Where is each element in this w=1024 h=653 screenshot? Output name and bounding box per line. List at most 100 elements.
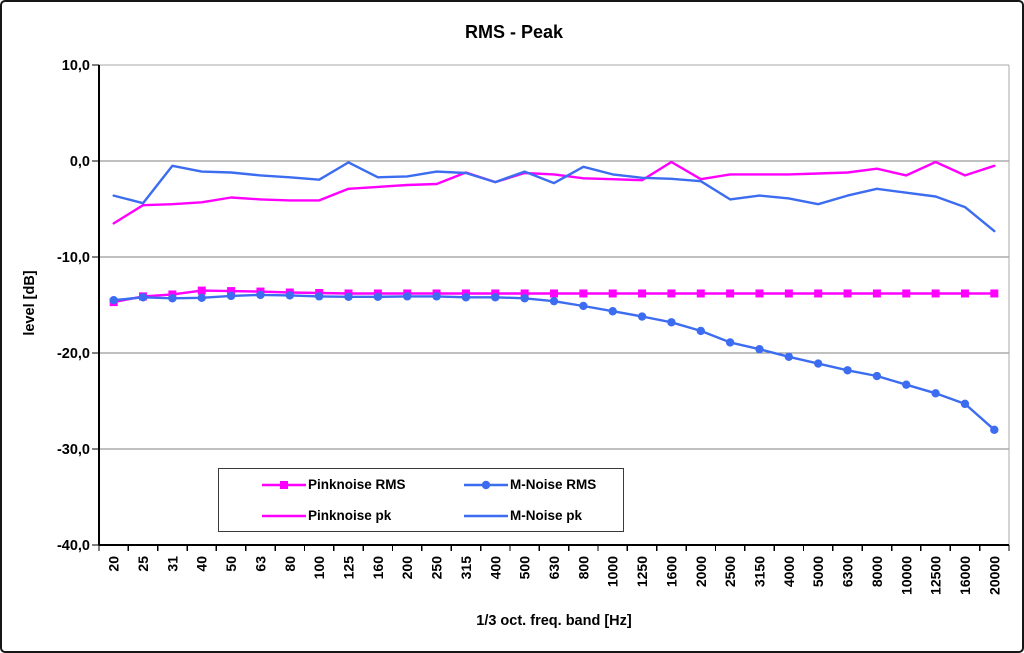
x-axis-tick-label: 6300 — [840, 556, 856, 587]
series-marker-pinknoise-rms — [608, 289, 617, 298]
x-axis-tick-label: 12500 — [928, 556, 944, 595]
y-axis-title: level [dB] — [22, 270, 38, 336]
x-axis-tick-label: 50 — [223, 556, 239, 572]
legend-swatch-mnoise-pk-icon — [464, 514, 508, 517]
y-axis-tick-label: -20,0 — [57, 346, 90, 362]
series-marker-pinknoise-rms — [784, 289, 793, 298]
x-axis-tick-label: 1600 — [663, 556, 679, 587]
series-marker-pinknoise-rms — [726, 289, 735, 298]
legend-item-mnoise-rms: M-Noise RMS — [421, 477, 623, 492]
series-marker-m-noise-rms — [667, 318, 676, 327]
series-marker-m-noise-rms — [285, 291, 295, 300]
x-axis-tick-label: 1000 — [605, 556, 621, 587]
series-marker-m-noise-rms — [109, 296, 118, 305]
x-axis-tick-label: 2500 — [722, 556, 738, 587]
series-marker-pinknoise-rms — [227, 287, 236, 296]
legend-label-mnoise-pk: M-Noise pk — [510, 508, 583, 523]
series-marker-pinknoise-rms — [872, 289, 881, 298]
legend-label-pinknoise-pk: Pinknoise pk — [308, 508, 392, 523]
x-axis-tick-label: 20000 — [986, 556, 1002, 595]
series-marker-m-noise-rms — [226, 291, 236, 301]
x-axis-tick-label: 160 — [370, 556, 386, 580]
legend-item-pinknoise-rms: Pinknoise RMS — [219, 477, 421, 492]
series-line-pinknoise-pk — [112, 160, 996, 225]
x-axis-tick-label: 500 — [517, 556, 533, 580]
x-axis-tick-label: 31 — [164, 556, 180, 572]
x-axis-tick-label: 250 — [429, 556, 445, 580]
x-axis-tick-label: 200 — [399, 556, 415, 580]
series-line-m-noise-rms — [112, 293, 996, 431]
x-axis-tick-label: 4000 — [781, 556, 797, 587]
legend: Pinknoise RMS M-Noise RMS Pinknoise pk M… — [218, 468, 624, 532]
series-marker-m-noise-rms — [491, 293, 500, 302]
series-marker-m-noise-rms — [344, 292, 353, 302]
series-marker-pinknoise-rms — [197, 286, 206, 295]
series-marker-pinknoise-rms — [902, 289, 911, 298]
x-axis-tick-label: 100 — [311, 556, 327, 580]
x-axis-tick-label: 20 — [106, 556, 122, 572]
series-marker-m-noise-rms — [579, 301, 588, 311]
x-axis-tick-label: 40 — [194, 556, 210, 572]
series-marker-m-noise-rms — [168, 294, 177, 303]
series-marker-pinknoise-rms — [960, 289, 969, 298]
series-marker-pinknoise-rms — [667, 289, 676, 298]
series-marker-pinknoise-rms — [843, 289, 852, 298]
legend-label-pinknoise-rms: Pinknoise RMS — [308, 477, 406, 492]
x-axis-title: 1/3 oct. freq. band [Hz] — [476, 613, 632, 629]
series-marker-m-noise-rms — [696, 326, 705, 336]
x-axis-tick-label: 1250 — [634, 556, 650, 587]
legend-label-mnoise-rms: M-Noise RMS — [510, 477, 597, 492]
series-marker-m-noise-rms — [872, 371, 882, 381]
series-marker-m-noise-rms — [520, 294, 529, 303]
series-marker-pinknoise-rms — [638, 289, 647, 298]
y-axis-tick-label: -10,0 — [57, 250, 90, 266]
legend-item-pinknoise-pk: Pinknoise pk — [219, 508, 421, 523]
legend-item-mnoise-pk: M-Noise pk — [421, 508, 623, 523]
x-axis-tick-label: 3150 — [751, 556, 767, 587]
x-axis-tick-label: 315 — [458, 556, 474, 580]
series-marker-m-noise-rms — [432, 292, 441, 301]
y-axis-tick-label: 10,0 — [62, 58, 90, 74]
series-marker-pinknoise-rms — [550, 289, 558, 298]
x-axis-tick-label: 8000 — [869, 556, 885, 587]
legend-swatch-pinknoise-rms-icon — [262, 480, 306, 489]
series-marker-m-noise-rms — [256, 290, 265, 300]
series-marker-m-noise-rms — [373, 292, 383, 302]
series-marker-pinknoise-rms — [814, 289, 823, 298]
series-line-m-noise-pk — [112, 161, 996, 233]
series-marker-pinknoise-rms — [696, 289, 705, 298]
x-axis-tick-label: 25 — [135, 556, 151, 572]
series-marker-pinknoise-rms — [755, 289, 764, 298]
series-marker-m-noise-rms — [608, 307, 617, 316]
series-marker-m-noise-rms — [637, 312, 647, 321]
legend-swatch-mnoise-rms-icon — [464, 480, 508, 489]
x-axis-tick-label: 16000 — [957, 556, 973, 595]
x-axis-tick-label: 800 — [575, 556, 591, 580]
series-marker-m-noise-rms — [784, 352, 794, 362]
legend-swatch-pinknoise-pk-icon — [262, 514, 306, 517]
series-marker-m-noise-rms — [960, 399, 970, 409]
x-axis-tick-label: 63 — [252, 556, 268, 572]
y-axis-tick-label: 0,0 — [70, 154, 90, 170]
series-marker-m-noise-rms — [813, 359, 823, 368]
x-axis-tick-label: 630 — [546, 556, 562, 580]
chart-title: RMS - Peak — [464, 22, 564, 42]
series-marker-m-noise-rms — [902, 380, 911, 389]
series-marker-m-noise-rms — [931, 389, 940, 398]
y-axis-tick-label: -40,0 — [57, 538, 90, 554]
series-marker-pinknoise-rms — [520, 289, 529, 298]
x-axis-tick-label: 400 — [487, 556, 503, 580]
series-marker-m-noise-rms — [314, 292, 324, 301]
series-marker-pinknoise-rms — [579, 289, 588, 298]
x-axis-tick-label: 10000 — [898, 556, 914, 595]
series-marker-m-noise-rms — [725, 338, 735, 347]
series-marker-m-noise-rms — [138, 293, 148, 302]
series-marker-pinknoise-rms — [990, 289, 999, 298]
series-marker-m-noise-rms — [461, 293, 471, 302]
series-marker-pinknoise-rms — [931, 289, 940, 298]
series-marker-m-noise-rms — [843, 366, 852, 375]
x-axis-tick-label: 80 — [282, 556, 298, 572]
series-marker-m-noise-rms — [990, 425, 999, 434]
x-axis-tick-label: 2000 — [693, 556, 709, 587]
